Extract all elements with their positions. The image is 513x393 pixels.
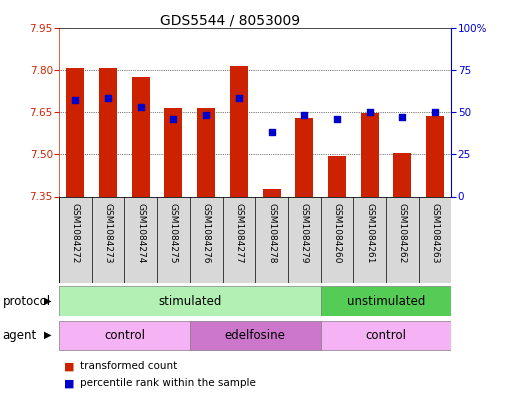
Point xyxy=(366,109,374,115)
Text: protocol: protocol xyxy=(3,294,51,308)
Bar xyxy=(99,68,117,196)
Text: edelfosine: edelfosine xyxy=(225,329,286,342)
Text: GSM1084274: GSM1084274 xyxy=(136,204,145,264)
Text: GSM1084275: GSM1084275 xyxy=(169,204,178,264)
Point xyxy=(398,114,406,120)
Point xyxy=(169,116,177,122)
Bar xyxy=(165,108,183,196)
Text: GSM1084260: GSM1084260 xyxy=(332,204,342,264)
Bar xyxy=(59,321,190,350)
Point xyxy=(71,97,80,103)
Bar xyxy=(132,77,150,196)
Bar xyxy=(393,153,411,196)
Text: GSM1084276: GSM1084276 xyxy=(202,204,211,264)
Bar xyxy=(263,189,281,196)
Text: GSM1084261: GSM1084261 xyxy=(365,204,374,264)
Text: ▶: ▶ xyxy=(44,296,51,306)
Text: GSM1084263: GSM1084263 xyxy=(430,204,440,264)
Text: GDS5544 / 8053009: GDS5544 / 8053009 xyxy=(160,14,300,28)
Text: GSM1084272: GSM1084272 xyxy=(71,204,80,264)
Text: agent: agent xyxy=(3,329,37,342)
Text: unstimulated: unstimulated xyxy=(347,294,425,308)
Bar xyxy=(426,116,444,196)
Text: control: control xyxy=(104,329,145,342)
Point xyxy=(300,112,308,119)
Point xyxy=(104,95,112,102)
Point xyxy=(136,104,145,110)
Bar xyxy=(66,68,84,196)
Text: GSM1084277: GSM1084277 xyxy=(234,204,243,264)
Text: stimulated: stimulated xyxy=(158,294,222,308)
Text: ■: ■ xyxy=(64,361,74,371)
Point xyxy=(333,116,341,122)
Point xyxy=(235,95,243,102)
Bar xyxy=(361,112,379,196)
Bar xyxy=(230,66,248,196)
Text: percentile rank within the sample: percentile rank within the sample xyxy=(80,378,255,388)
Bar xyxy=(321,286,451,316)
Bar xyxy=(59,286,321,316)
Text: ▶: ▶ xyxy=(44,330,51,340)
Bar xyxy=(321,321,451,350)
Text: GSM1084279: GSM1084279 xyxy=(300,204,309,264)
Text: control: control xyxy=(366,329,406,342)
Bar xyxy=(190,321,321,350)
Text: GSM1084278: GSM1084278 xyxy=(267,204,276,264)
Point xyxy=(267,129,275,136)
Text: transformed count: transformed count xyxy=(80,361,177,371)
Text: GSM1084262: GSM1084262 xyxy=(398,204,407,264)
Bar xyxy=(328,156,346,196)
Point xyxy=(431,109,439,115)
Point xyxy=(202,112,210,119)
Bar xyxy=(295,118,313,196)
Text: ■: ■ xyxy=(64,378,74,388)
Text: GSM1084273: GSM1084273 xyxy=(104,204,112,264)
Bar xyxy=(197,108,215,196)
